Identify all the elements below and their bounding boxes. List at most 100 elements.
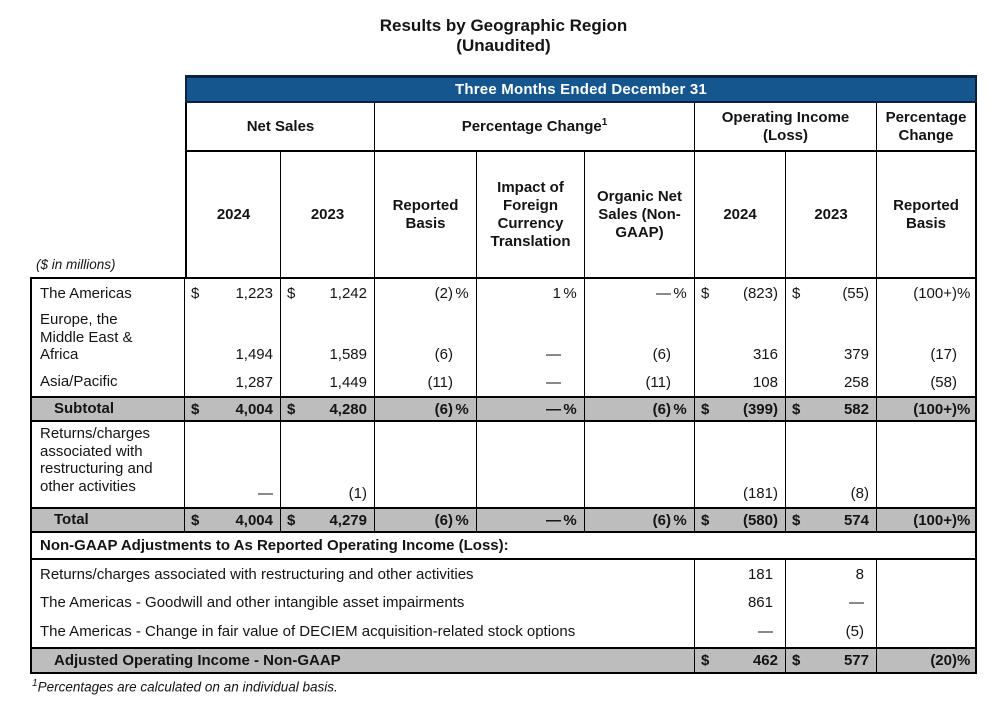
cell-value: (6) [652, 346, 671, 363]
cell-value: (11) [645, 373, 671, 391]
cell-fx-impact: 1% [477, 279, 585, 308]
currency-symbol: $ [701, 285, 710, 302]
col-header-oi-2024: 2024 [695, 152, 786, 277]
footnote-text: Percentages are calculated on an individ… [37, 679, 338, 695]
cell-value: (6) [652, 400, 671, 418]
cell-oi-2023: 379 [786, 308, 877, 368]
currency-symbol: $ [701, 400, 710, 418]
row-label: Asia/Pacific [30, 368, 185, 396]
col-group-net-sales: Net Sales [185, 103, 375, 152]
col-header-reported-basis: Reported Basis [375, 152, 477, 277]
percent-sign: % [563, 400, 577, 418]
currency-symbol: $ [792, 400, 801, 418]
percent-sign: % [455, 400, 469, 418]
currency-symbol: $ [287, 285, 296, 302]
col-header-ns-2023: 2023 [281, 152, 375, 277]
cell-ns-2023: $1,242 [281, 279, 375, 308]
cell-organic-empty [585, 422, 695, 507]
footnote-marker: 1 [601, 117, 608, 128]
percent-sign: % [957, 400, 971, 418]
cell-value: (823) [742, 285, 778, 302]
cell-ns-2023: $4,279 [281, 509, 375, 531]
row-label: Returns/charges associated with restruct… [30, 560, 695, 588]
percent-sign: % [957, 511, 971, 529]
cell-value: (58) [930, 373, 957, 391]
cell-pct-change: (17) [877, 308, 977, 368]
currency-symbol: $ [287, 511, 296, 529]
cell-value: — [546, 400, 561, 418]
cell-reported-basis: (6)% [375, 509, 477, 531]
cell-oi-2023: $ (55) [786, 279, 877, 308]
cell-value: 1,242 [329, 285, 367, 302]
cell-value: (6) [434, 400, 453, 418]
table-row-returns-charges: Returns/charges associated with restruct… [30, 422, 977, 507]
cell-ns-2024: $1,223 [185, 279, 281, 308]
report-title-block: Results by Geographic Region (Unaudited) [30, 16, 977, 57]
period-banner: Three Months Ended December 31 [185, 75, 977, 103]
cell-value: (20) [930, 652, 957, 669]
cell-value: 1,494 [235, 346, 273, 363]
col-group-percentage-change-2: Percentage Change [877, 103, 977, 152]
cell-value: 4,279 [329, 511, 367, 529]
cell-pct-change-empty [877, 560, 977, 588]
cell-value: 4,280 [329, 400, 367, 418]
cell-fx-impact: —% [477, 509, 585, 531]
currency-symbol: $ [792, 652, 801, 669]
cell-oi-2023: (8) [786, 422, 877, 507]
cell-pct-change-empty [877, 422, 977, 507]
cell-oi-2024: $ (580) [695, 509, 786, 531]
column-group-header-row: Net Sales Percentage Change1 Operating I… [30, 103, 977, 152]
percent-sign: % [957, 285, 971, 302]
cell-ns-2024: 1,494 [185, 308, 281, 368]
nongaap-section-heading: Non-GAAP Adjustments to As Reported Oper… [30, 533, 977, 560]
percent-sign: % [455, 511, 469, 529]
cell-value: 108 [752, 373, 778, 391]
row-label: Adjusted Operating Income - Non-GAAP [30, 649, 695, 672]
cell-value: (1) [348, 485, 367, 502]
cell-ns-2024: — [185, 422, 281, 507]
cell-pct-change: (100+)% [877, 398, 977, 420]
cell-oi-2023: $577 [786, 649, 877, 672]
row-label: The Americas - Goodwill and other intang… [30, 588, 695, 616]
cell-ns-2023: 1,449 [281, 368, 375, 396]
currency-symbol: $ [287, 400, 296, 418]
cell-value: 4,004 [235, 511, 273, 529]
cell-oi-2023: $582 [786, 398, 877, 420]
cell-oi-2023: 258 [786, 368, 877, 396]
table-row-emea: Europe, the Middle East & Africa 1,494 1… [30, 308, 977, 368]
table-row-subtotal: Subtotal $4,004 $4,280 (6)% —% (6)% $ (39… [30, 396, 977, 422]
cell-reported-basis: (6)% [375, 398, 477, 420]
currency-symbol: $ [191, 511, 200, 529]
col-header-organic-net-sales: Organic Net Sales (Non-GAAP) [585, 152, 695, 277]
row-label: Europe, the Middle East & Africa [30, 308, 185, 368]
row-label: Total [30, 509, 185, 531]
cell-value: (6) [434, 511, 453, 529]
cell-value: — [546, 346, 561, 363]
cell-value: (2) [434, 285, 453, 302]
table-row-asia-pacific: Asia/Pacific 1,287 1,449 (11) — (11) 108… [30, 368, 977, 396]
cell-value: (8) [850, 485, 869, 502]
units-cell: ($ in millions) [30, 152, 185, 277]
footnote-marker: 1 [32, 678, 38, 689]
cell-value: (11) [427, 373, 453, 391]
cell-reported-basis: (6) [375, 308, 477, 368]
cell-organic: —% [585, 279, 695, 308]
cell-organic: (6)% [585, 509, 695, 531]
cell-ns-2024: $4,004 [185, 509, 281, 531]
cell-oi-2023: $574 [786, 509, 877, 531]
cell-value: 577 [843, 652, 869, 669]
cell-value: 4,004 [235, 400, 273, 418]
cell-value: 258 [843, 373, 869, 391]
col-header-reported-basis-2: Reported Basis [877, 152, 977, 277]
cell-organic: (6)% [585, 398, 695, 420]
table-row-adjusted-operating-income: Adjusted Operating Income - Non-GAAP $46… [30, 647, 977, 674]
cell-fx-impact: — [477, 368, 585, 396]
cell-value: — [546, 373, 561, 391]
cell-value: 1 [552, 285, 561, 302]
percent-sign: % [455, 285, 469, 302]
cell-value: — [656, 285, 671, 302]
cell-ns-2024: 1,287 [185, 368, 281, 396]
cell-fx-impact: —% [477, 398, 585, 420]
cell-pct-change: (58) [877, 368, 977, 396]
table-row-adjustment-deciem: The Americas - Change in fair value of D… [30, 616, 977, 647]
